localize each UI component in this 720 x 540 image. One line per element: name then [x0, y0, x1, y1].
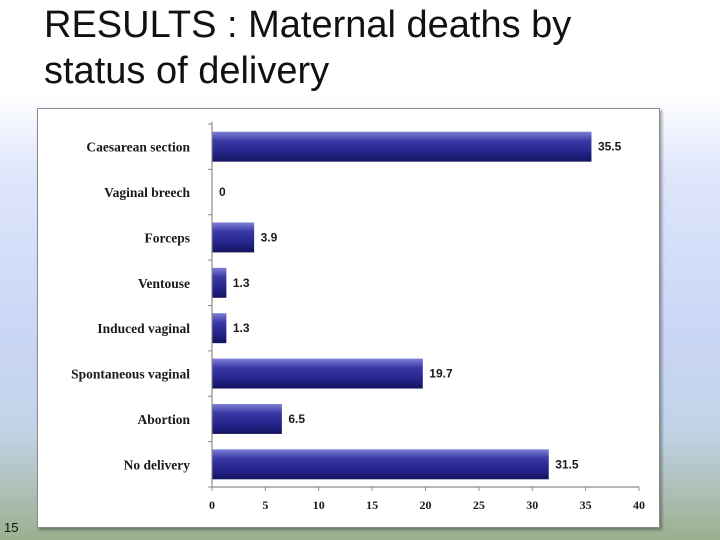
category-label: Abortion	[137, 412, 190, 427]
chart-axes	[208, 122, 640, 491]
data-label: 6.5	[288, 412, 305, 426]
category-label: Ventouse	[138, 276, 190, 291]
data-label: 3.9	[261, 230, 278, 244]
bar	[212, 222, 255, 253]
data-label: 35.5	[598, 140, 622, 154]
category-label: Forceps	[145, 230, 191, 245]
bar	[212, 449, 549, 480]
x-tick-label: 0	[209, 498, 215, 512]
bar	[212, 267, 227, 298]
x-tick-label: 35	[580, 498, 592, 512]
chart-labels: 0 5 10 15 20 25 30 35 40 Caesarean section 35.5 Vag…	[71, 140, 645, 512]
chart-bars	[212, 131, 592, 480]
data-label: 19.7	[429, 367, 453, 381]
category-label: Caesarean section	[86, 140, 190, 155]
bar	[212, 403, 282, 434]
bar	[212, 358, 423, 389]
x-tick-label: 15	[366, 498, 378, 512]
chart-frame: 0 5 10 15 20 25 30 35 40 Caesarean section 35.5 Vag…	[37, 108, 660, 528]
data-label: 0	[219, 185, 226, 199]
x-tick-label: 40	[633, 498, 645, 512]
category-label: Spontaneous vaginal	[71, 367, 190, 382]
bar	[212, 313, 227, 344]
x-tick-label: 25	[473, 498, 485, 512]
data-label: 1.3	[233, 321, 250, 335]
bar	[212, 131, 592, 162]
category-label: No delivery	[124, 457, 191, 472]
slide-title: RESULTS : Maternal deaths by status of d…	[44, 2, 704, 94]
x-tick-label: 30	[526, 498, 538, 512]
slide-number: 15	[4, 520, 19, 535]
data-label: 31.5	[555, 457, 579, 471]
x-tick-label: 20	[420, 498, 432, 512]
slide-title-line-2: status of delivery	[44, 50, 330, 92]
slide-title-line-1: RESULTS : Maternal deaths by	[44, 4, 572, 46]
category-label: Induced vaginal	[97, 321, 190, 336]
data-label: 1.3	[233, 276, 250, 290]
category-label: Vaginal breech	[104, 185, 190, 200]
x-tick-label: 5	[262, 498, 268, 512]
bar-chart: 0 5 10 15 20 25 30 35 40 Caesarean section 35.5 Vag…	[71, 122, 645, 512]
x-tick-label: 10	[313, 498, 325, 512]
